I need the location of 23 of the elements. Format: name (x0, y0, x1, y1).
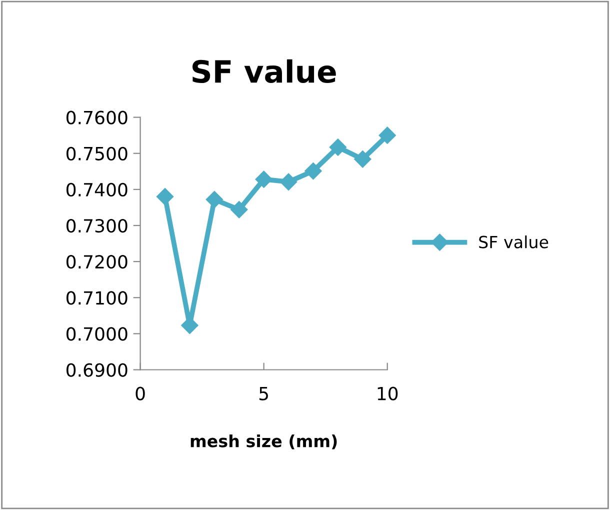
y-tick-label: 0.6900 (66, 363, 128, 377)
y-tick-label: 0.7200 (66, 255, 128, 269)
point (354, 150, 372, 168)
x-axis-title: mesh size (mm) (190, 434, 337, 450)
chart-title: SF value (192, 59, 336, 84)
point (280, 173, 298, 190)
point (378, 126, 396, 144)
point (329, 138, 346, 156)
legend-label: SF value (479, 235, 548, 248)
x-tick-label: 10 (378, 386, 398, 400)
point (230, 201, 248, 218)
y-tick-label: 0.7400 (66, 182, 128, 197)
point (156, 188, 174, 206)
x-tick-label: 5 (259, 386, 268, 400)
y-tick-label: 0.7300 (66, 218, 128, 233)
point (206, 190, 223, 208)
y-tick-label: 0.7100 (66, 291, 128, 305)
y-tick-label: 0.7000 (66, 327, 128, 341)
point (255, 170, 272, 188)
y-tick-label: 0.7500 (66, 146, 128, 160)
point (304, 162, 322, 180)
y-tick-label: 0.7600 (66, 110, 128, 124)
x-tick-label: 0 (136, 386, 145, 400)
